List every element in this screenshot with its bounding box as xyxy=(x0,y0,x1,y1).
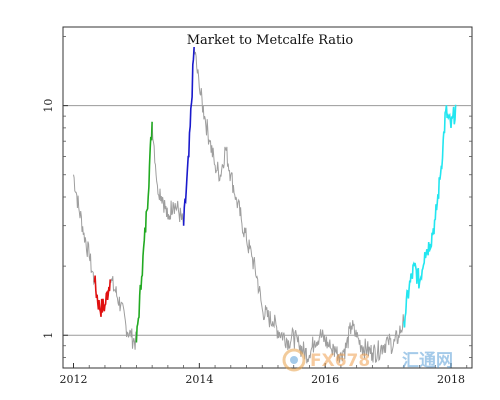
watermark: FX678 汇通网 xyxy=(282,348,453,372)
highlight-segment xyxy=(93,275,111,317)
x-tick-label: 2018 xyxy=(437,373,465,386)
chart-title: Market to Metcalfe Ratio xyxy=(187,33,354,48)
watermark-logo-icon xyxy=(282,348,306,372)
watermark-cn: 汇通网 xyxy=(402,351,453,371)
highlight-segment xyxy=(403,104,457,328)
y-tick-label: 10 xyxy=(42,99,55,113)
series-line xyxy=(73,46,457,364)
watermark-brand: FX678 xyxy=(310,351,370,371)
x-tick-label: 2012 xyxy=(59,373,87,386)
x-tick-label: 2016 xyxy=(311,373,339,386)
axis-ticks: 2012 2014 2016 2018 1 10 xyxy=(42,36,472,386)
x-tick-label: 2014 xyxy=(185,373,213,386)
highlight-segment xyxy=(182,46,195,226)
series-group xyxy=(73,46,457,364)
reference-lines xyxy=(63,105,472,336)
plot-frame xyxy=(62,26,473,369)
highlight-segment xyxy=(135,121,153,343)
y-tick-label: 1 xyxy=(42,332,55,339)
